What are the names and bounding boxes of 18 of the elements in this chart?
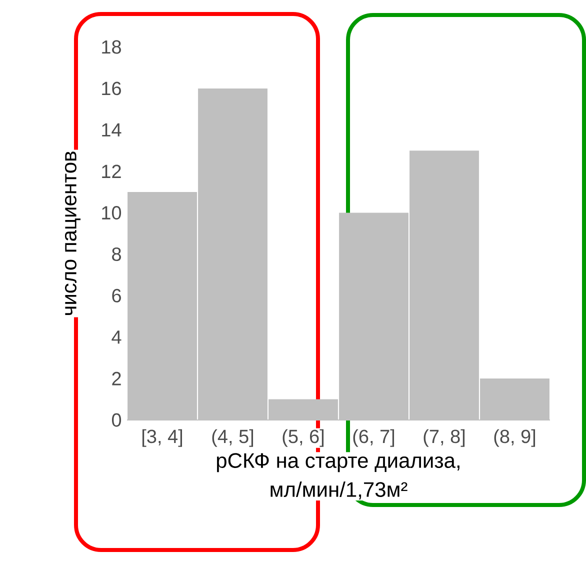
x-tick-label: (4, 5] <box>212 429 254 447</box>
y-tick-label: 18 <box>102 40 121 54</box>
y-tick-label: 16 <box>102 82 121 96</box>
y-axis-title: число пациентов <box>64 152 80 315</box>
x-tick-label: (6, 7] <box>353 429 394 447</box>
y-tick-label: 8 <box>112 247 121 261</box>
y-tick-label: 14 <box>102 123 122 136</box>
x-tick-label: (5, 6] <box>282 429 324 447</box>
y-tick-label: 4 <box>112 330 122 344</box>
x-tick-label: (7, 8] <box>424 429 465 447</box>
x-tick-label: [3, 4] <box>142 429 182 447</box>
y-tick-label: 2 <box>112 372 121 386</box>
y-tick-label: 10 <box>102 206 122 220</box>
y-tick-label: 0 <box>112 413 122 427</box>
x-axis-title: рСКФ на старте диализа, мл/мин/1,73м² <box>216 453 460 500</box>
y-tick-label: 6 <box>112 288 121 302</box>
x-tick-label: (8, 9] <box>494 429 536 447</box>
y-tick-label: 12 <box>102 164 121 178</box>
